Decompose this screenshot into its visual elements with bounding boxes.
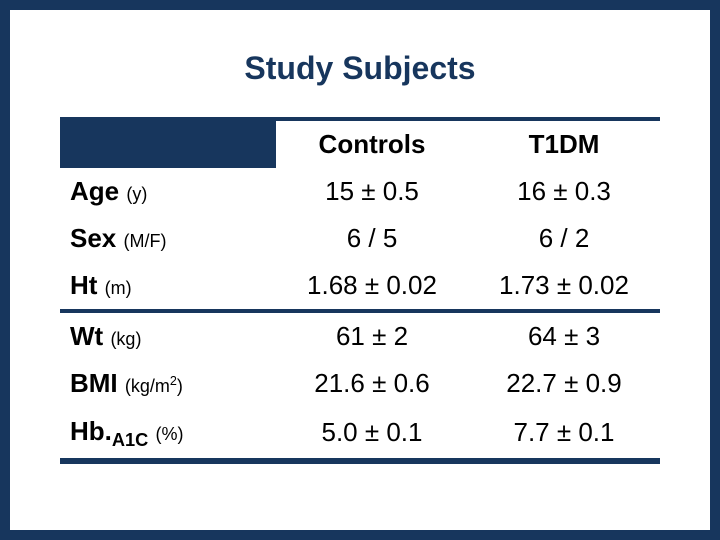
cell-t1dm: 22.7 ± 0.9 [468,360,660,407]
cell-controls: 15 ± 0.5 [276,168,468,215]
subjects-table: Controls T1DM Age (y) 15 ± 0.5 16 ± 0.3 … [60,121,660,458]
cell-t1dm: 7.7 ± 0.1 [468,408,660,459]
table-row: Wt (kg) 61 ± 2 64 ± 3 [60,311,660,360]
header-t1dm: T1DM [468,121,660,168]
row-unit: (kg) [110,329,141,349]
slide-frame: Study Subjects Controls T1DM Age (y) 15 … [0,0,720,540]
row-unit: (%) [156,424,184,444]
header-blank [60,121,276,168]
slide-title: Study Subjects [60,50,660,87]
cell-t1dm: 1.73 ± 0.02 [468,262,660,311]
row-label-text: Wt [70,321,103,351]
table-row: Ht (m) 1.68 ± 0.02 1.73 ± 0.02 [60,262,660,311]
row-unit: (m) [105,278,132,298]
cell-t1dm: 64 ± 3 [468,311,660,360]
row-label-text: Sex [70,223,116,253]
row-label: Sex (M/F) [60,215,276,262]
cell-controls: 21.6 ± 0.6 [276,360,468,407]
row-unit: (y) [126,184,147,204]
table-row: BMI (kg/m2) 21.6 ± 0.6 22.7 ± 0.9 [60,360,660,407]
subjects-table-wrap: Controls T1DM Age (y) 15 ± 0.5 16 ± 0.3 … [60,117,660,464]
row-unit: (kg/m2) [125,376,183,396]
cell-controls: 1.68 ± 0.02 [276,262,468,311]
row-label: Age (y) [60,168,276,215]
row-label-text: Ht [70,270,97,300]
table-row: Hb.A1C (%) 5.0 ± 0.1 7.7 ± 0.1 [60,408,660,459]
table-row: Sex (M/F) 6 / 5 6 / 2 [60,215,660,262]
row-label-text: BMI [70,368,118,398]
row-label: Ht (m) [60,262,276,311]
cell-controls: 6 / 5 [276,215,468,262]
cell-t1dm: 16 ± 0.3 [468,168,660,215]
header-controls: Controls [276,121,468,168]
cell-controls: 5.0 ± 0.1 [276,408,468,459]
cell-t1dm: 6 / 2 [468,215,660,262]
row-label-text: Hb.A1C [70,416,148,446]
row-label: Hb.A1C (%) [60,408,276,459]
table-header-row: Controls T1DM [60,121,660,168]
row-label: BMI (kg/m2) [60,360,276,407]
table-row: Age (y) 15 ± 0.5 16 ± 0.3 [60,168,660,215]
cell-controls: 61 ± 2 [276,311,468,360]
row-label: Wt (kg) [60,311,276,360]
row-label-text: Age [70,176,119,206]
row-unit: (M/F) [124,231,167,251]
